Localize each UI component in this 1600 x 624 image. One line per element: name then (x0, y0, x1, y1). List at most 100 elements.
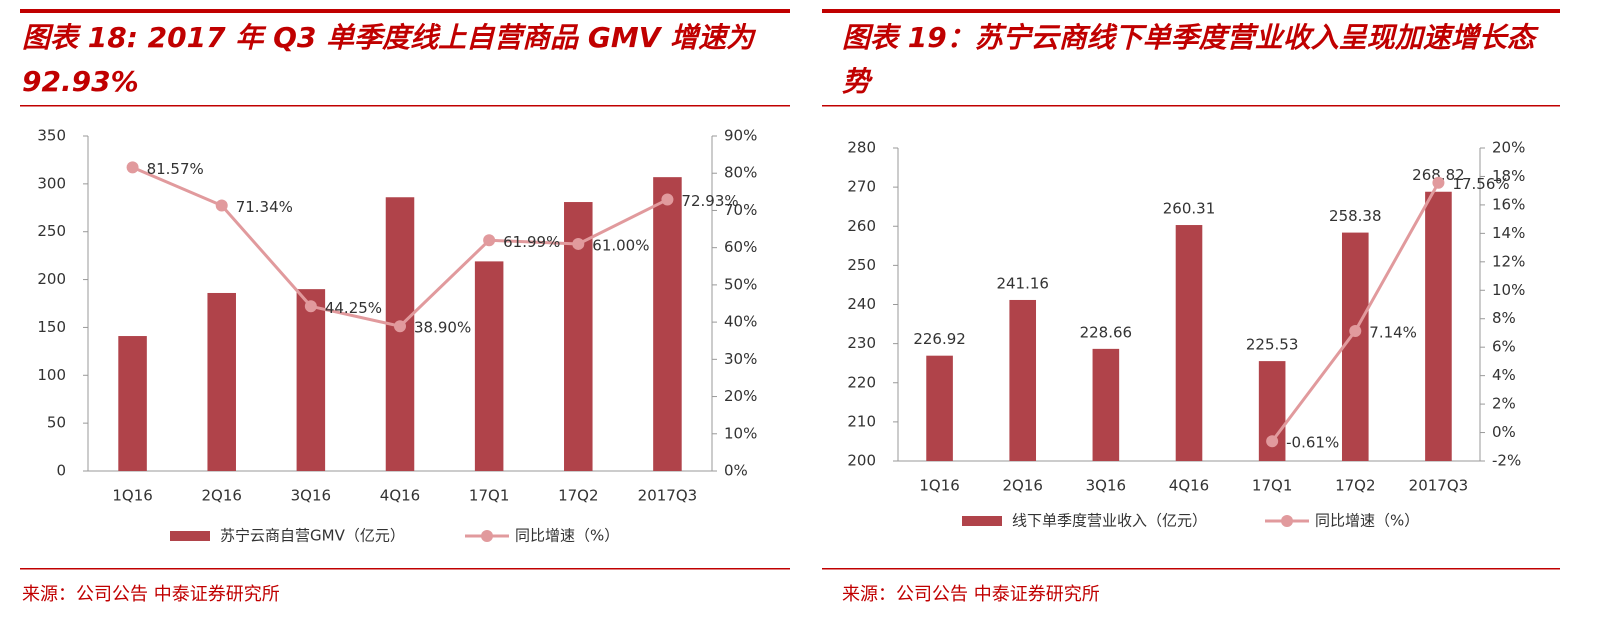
y-tick-label: 210 (847, 412, 876, 430)
legend-label: 同比增速（%） (515, 527, 619, 545)
point (1432, 176, 1445, 189)
bar (1341, 232, 1369, 461)
y2-tick-label: 10% (724, 424, 757, 442)
data-label: 81.57% (147, 160, 204, 178)
y2-tick-label: 18% (1492, 167, 1525, 185)
bar (474, 261, 504, 471)
point (483, 234, 496, 247)
y2-tick-label: 50% (724, 275, 757, 293)
x-tick-label: 17Q1 (1252, 477, 1292, 495)
y-tick-label: 230 (847, 334, 876, 352)
data-label: 38.90% (414, 319, 471, 337)
y2-tick-label: 70% (724, 201, 757, 219)
rule (20, 568, 790, 570)
data-label: 241.16 (996, 274, 1049, 292)
data-label: 61.99% (503, 233, 560, 251)
y2-tick-label: 80% (724, 164, 757, 182)
y-tick-label: 250 (37, 222, 66, 240)
x-tick-label: 17Q2 (1335, 477, 1375, 495)
x-tick-label: 2017Q3 (1409, 477, 1469, 495)
y2-tick-label: 16% (1492, 195, 1525, 213)
data-label: 61.00% (592, 236, 649, 254)
bar (385, 197, 415, 471)
x-tick-label: 3Q16 (1086, 477, 1126, 495)
y2-tick-label: 0% (1492, 423, 1516, 441)
point (215, 199, 228, 212)
bar (296, 289, 326, 471)
title: 图表 18: 2017 年 Q3 单季度线上自营商品 GMV 增速为 92.93… (22, 21, 755, 98)
data-label: 71.34% (236, 198, 293, 216)
data-label: -0.61% (1286, 434, 1339, 452)
y-tick-label: 0 (56, 462, 66, 480)
legend-point (481, 530, 493, 542)
data-label: 72.93% (681, 192, 738, 210)
legend-label: 线下单季度营业收入（亿元） (1012, 512, 1207, 530)
data-label: 7.14% (1369, 323, 1417, 341)
source: 来源：公司公告 中泰证券研究所 (22, 584, 280, 605)
x-tick-label: 3Q16 (291, 487, 331, 505)
y-tick-label: 280 (847, 139, 876, 157)
legend-label: 同比增速（%） (1315, 512, 1419, 530)
bar (1009, 299, 1037, 461)
y-tick-label: 50 (47, 414, 66, 432)
x-tick-label: 17Q2 (558, 487, 598, 505)
legend-label: 苏宁云商自营GMV（亿元） (220, 527, 405, 545)
y2-tick-label: 8% (1492, 309, 1516, 327)
bar (1092, 348, 1120, 461)
y2-tick-label: 12% (1492, 252, 1525, 270)
y2-tick-label: 20% (1492, 139, 1525, 157)
data-label: 17.56% (1452, 175, 1509, 193)
y2-tick-label: 90% (724, 127, 757, 145)
y2-tick-label: 30% (724, 350, 757, 368)
y-tick-label: 220 (847, 373, 876, 391)
point (661, 193, 674, 206)
y2-tick-label: 2% (1492, 395, 1516, 413)
legend-swatch (962, 516, 1002, 526)
bar (926, 355, 953, 461)
y-tick-label: 100 (37, 366, 66, 384)
data-label: 258.38 (1329, 207, 1382, 225)
x-tick-label: 1Q16 (112, 487, 152, 505)
x-tick-label: 4Q16 (380, 487, 420, 505)
rule (822, 9, 1560, 13)
bar (1425, 191, 1452, 461)
data-label: 268.82 (1412, 166, 1465, 184)
legend-point (1281, 515, 1293, 527)
y-tick-label: 350 (37, 127, 66, 145)
y2-tick-label: 40% (724, 313, 757, 331)
data-label: 226.92 (913, 330, 966, 348)
y-tick-label: 270 (847, 178, 876, 196)
y2-tick-label: 6% (1492, 338, 1516, 356)
data-label: 228.66 (1080, 323, 1133, 341)
bar (653, 177, 682, 471)
y-tick-label: 300 (37, 174, 66, 192)
x-tick-label: 17Q1 (469, 487, 509, 505)
y2-tick-label: 10% (1492, 281, 1525, 299)
data-label: 44.25% (325, 299, 382, 317)
legend-swatch (170, 531, 210, 541)
x-tick-label: 1Q16 (919, 477, 959, 495)
y-tick-label: 260 (847, 217, 876, 235)
y2-tick-label: -2% (1492, 452, 1521, 470)
point (572, 237, 585, 250)
y2-tick-label: 20% (724, 387, 757, 405)
x-tick-label: 2Q16 (1002, 477, 1042, 495)
y2-tick-label: 14% (1492, 224, 1525, 242)
bar (1175, 225, 1203, 461)
y2-tick-label: 60% (724, 238, 757, 256)
bar (118, 336, 147, 471)
rule (822, 105, 1560, 107)
x-tick-label: 2Q16 (201, 487, 241, 505)
point (126, 161, 139, 174)
point (304, 300, 317, 313)
y2-tick-label: 4% (1492, 366, 1516, 384)
y-tick-label: 150 (37, 318, 66, 336)
y-tick-label: 200 (37, 270, 66, 288)
rule (20, 105, 790, 107)
x-tick-label: 4Q16 (1169, 477, 1209, 495)
rule (20, 9, 790, 13)
x-tick-label: 2017Q3 (638, 487, 698, 505)
y-tick-label: 200 (847, 452, 876, 470)
